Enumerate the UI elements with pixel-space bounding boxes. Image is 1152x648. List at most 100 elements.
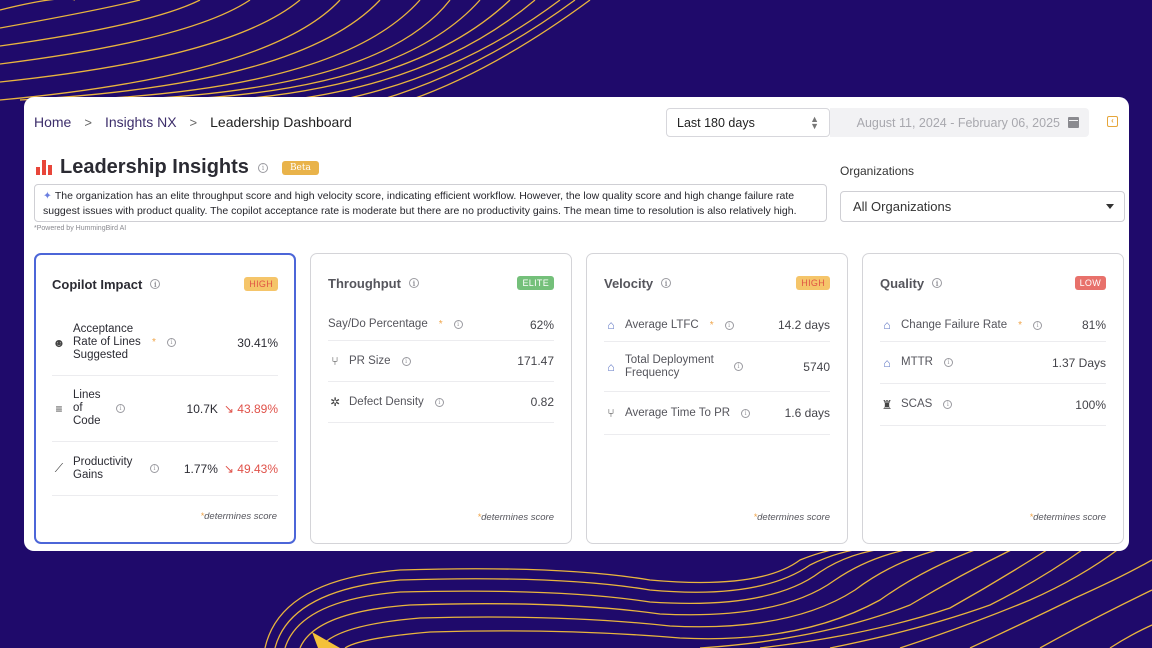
- metric-row: ⌂ Total Deployment Frequency i 5740: [604, 342, 830, 392]
- git-branch-icon: ⑂: [331, 354, 339, 368]
- organizations-select-value: All Organizations: [853, 199, 952, 214]
- info-icon[interactable]: i: [741, 408, 751, 418]
- deploy-icon: ⌂: [607, 359, 615, 374]
- card-title: Throughput: [328, 275, 401, 291]
- info-icon[interactable]: i: [401, 356, 411, 366]
- copilot-icon: ☻: [52, 335, 66, 350]
- metric-value: 10.7K: [186, 401, 218, 416]
- deploy-icon: ⌂: [607, 318, 615, 332]
- git-branch-icon: ⑂: [607, 406, 615, 420]
- metric-value: 171.47: [517, 354, 554, 368]
- metric-value: 30.41%: [237, 335, 278, 350]
- info-icon[interactable]: i: [150, 279, 161, 289]
- info-icon[interactable]: i: [932, 278, 943, 288]
- metric-row: ≡ Lines of Code i 10.7K ↘ 43.89%: [52, 376, 278, 442]
- info-icon[interactable]: i: [453, 320, 463, 329]
- chevron-right-icon: >: [84, 114, 92, 130]
- metric-row: ⑂ Average Time To PR i 1.6 days: [604, 392, 830, 435]
- card-throughput[interactable]: Throughput i ELITE Say/Do Percentage * i …: [310, 253, 572, 544]
- info-icon[interactable]: i: [724, 320, 734, 330]
- beta-badge: Beta: [281, 160, 319, 175]
- info-icon[interactable]: i: [116, 404, 125, 413]
- info-icon[interactable]: i: [434, 397, 444, 407]
- card-title: Velocity: [604, 275, 654, 291]
- metric-row: ⌂ Change Failure Rate * i 81%: [880, 309, 1106, 342]
- metric-name: MTTR: [901, 356, 933, 368]
- determines-score-note: *determines score: [200, 511, 277, 522]
- ai-summary: ✦ The organization has an elite throughpu…: [34, 184, 827, 222]
- metric-value: 81%: [1081, 318, 1106, 332]
- card-quality[interactable]: Quality i LOW ⌂ Change Failure Rate * i 8…: [862, 253, 1124, 544]
- card-title: Copilot Impact: [52, 276, 143, 292]
- date-range-select[interactable]: Last 180 days ▲ ▼: [666, 108, 830, 137]
- caret-down-icon: [1106, 204, 1114, 209]
- metric-name: Total Deployment Frequency: [625, 353, 714, 379]
- date-range-select-value: Last 180 days: [677, 115, 755, 130]
- metric-row: ☻ Acceptance Rate of Lines Suggested * i…: [52, 310, 278, 376]
- powered-by-note: *Powered by HummingBird AI: [34, 225, 127, 232]
- bar-chart-icon: [36, 160, 52, 175]
- breadcrumb-insights-nx[interactable]: Insights NX: [104, 114, 177, 130]
- deploy-icon: ⌂: [883, 355, 891, 370]
- metric-name: PR Size: [349, 354, 391, 367]
- metric-row: Say/Do Percentage * i 62%: [328, 309, 554, 341]
- metric-value: 1.6 days: [784, 406, 830, 420]
- metric-name: Defect Density: [349, 395, 424, 408]
- determines-score-marker: *: [1018, 319, 1023, 331]
- metric-name: Say/Do Percentage: [328, 318, 428, 330]
- date-range-field[interactable]: August 11, 2024 - February 06, 2025: [830, 108, 1089, 137]
- determines-score-marker: *: [152, 337, 156, 348]
- metric-name: Productivity Gains: [73, 455, 133, 481]
- date-range-value: August 11, 2024 - February 06, 2025: [856, 115, 1060, 130]
- organizations-select[interactable]: All Organizations: [840, 191, 1125, 222]
- metric-row: ⑂ PR Size i 171.47: [328, 341, 554, 382]
- info-icon[interactable]: i: [1033, 320, 1043, 330]
- breadcrumb: Home > Insights NX > Leadership Dashboar…: [34, 114, 352, 130]
- info-icon[interactable]: i: [257, 162, 268, 173]
- scan-icon: ♜: [881, 397, 893, 412]
- metric-name: Average LTFC: [625, 318, 699, 331]
- determines-score-note: *determines score: [1029, 512, 1106, 523]
- metric-delta-down: ↘ 43.89%: [223, 401, 278, 416]
- info-icon[interactable]: i: [943, 400, 953, 409]
- card-copilot-impact[interactable]: Copilot Impact i HIGH ☻ Acceptance Rate o…: [34, 253, 296, 544]
- organizations-label: Organizations: [840, 164, 915, 178]
- rating-badge: HIGH: [244, 277, 278, 291]
- info-icon[interactable]: i: [661, 278, 672, 288]
- breadcrumb-home[interactable]: Home: [34, 114, 72, 130]
- card-title: Quality: [880, 275, 925, 291]
- page-header: Leadership Insights i Beta: [36, 156, 319, 179]
- collapse-panel-button[interactable]: ‹: [1107, 116, 1118, 127]
- determines-score-note: *determines score: [477, 512, 554, 523]
- metric-value: 5740: [803, 359, 830, 374]
- info-icon[interactable]: i: [408, 278, 419, 288]
- metric-value: 1.37 Days: [1051, 355, 1106, 370]
- info-icon[interactable]: i: [150, 464, 159, 473]
- code-lines-icon: ≡: [55, 401, 63, 416]
- rating-badge: ELITE: [517, 276, 554, 290]
- metric-row: ⟋ Productivity Gains i 1.77% ↘ 49.43%: [52, 442, 278, 496]
- metric-value: 100%: [1075, 397, 1106, 412]
- sparkle-icon: ✦: [43, 190, 52, 202]
- metric-value: 0.82: [530, 395, 554, 409]
- determines-score-marker: *: [709, 319, 714, 331]
- metric-delta-down: ↘ 49.43%: [223, 461, 278, 476]
- metric-name: SCAS: [901, 398, 933, 410]
- deploy-icon: ⌂: [883, 318, 891, 332]
- card-velocity[interactable]: Velocity i HIGH ⌂ Average LTFC * i 14.2 d…: [586, 253, 848, 544]
- info-icon[interactable]: i: [166, 338, 176, 347]
- determines-score-note: *determines score: [753, 512, 830, 523]
- metric-row: ⌂ Average LTFC * i 14.2 days: [604, 309, 830, 342]
- rating-badge: LOW: [1074, 276, 1106, 290]
- metric-name: Acceptance Rate of Lines Suggested: [73, 323, 141, 361]
- info-icon[interactable]: i: [943, 358, 953, 367]
- line-chart-icon: ⟋: [54, 461, 64, 475]
- metric-value: 62%: [529, 317, 554, 332]
- info-icon[interactable]: i: [734, 362, 743, 371]
- metric-name: Average Time To PR: [625, 406, 731, 419]
- metric-row: ✲ Defect Density i 0.82: [328, 382, 554, 423]
- dashboard-window: Home > Insights NX > Leadership Dashboar…: [24, 97, 1129, 551]
- metric-name: Change Failure Rate: [901, 318, 1008, 331]
- chevron-right-icon: >: [189, 114, 198, 130]
